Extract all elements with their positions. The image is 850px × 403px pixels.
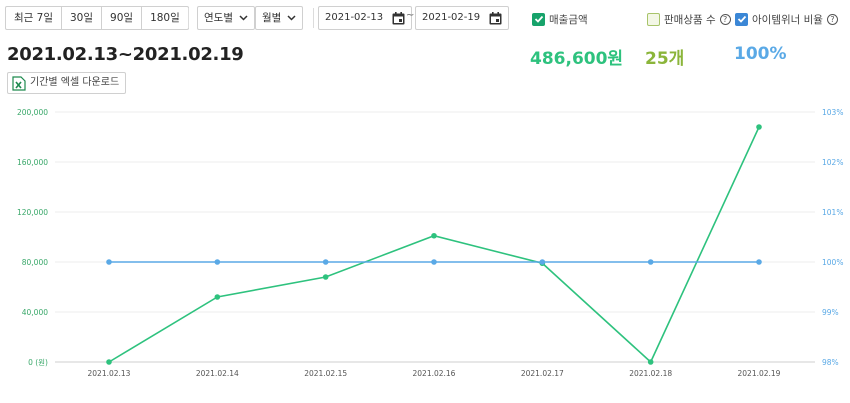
sales-checkbox[interactable]: 매출금액 (532, 11, 588, 27)
right-axis-tick-label: 100% (822, 258, 843, 267)
divider (313, 8, 314, 28)
data-point (322, 274, 329, 280)
end-date-input[interactable]: 2021-02-19 (415, 6, 510, 30)
series-layer (106, 124, 762, 365)
x-axis-tick-label: 2021.02.19 (738, 369, 781, 378)
x-axis-tick-label: 2021.02.13 (88, 369, 131, 378)
x-axis-tick-label: 2021.02.16 (413, 369, 456, 378)
x-axis-ticks: 2021.02.13 2021.02.14 2021.02.15 2021.02.16… (88, 369, 781, 378)
data-point (431, 232, 437, 239)
excel-download-label: 기간별 엑셀 다운로드 (30, 77, 120, 88)
period-button-7d[interactable]: 최근 7일 (6, 7, 62, 29)
x-axis-tick-label: 2021.02.17 (521, 369, 564, 378)
calendar-icon[interactable] (489, 11, 502, 25)
data-point (322, 259, 329, 265)
end-date-value: 2021-02-19 (422, 12, 481, 23)
right-axis-tick-label: 102% (822, 158, 843, 167)
help-icon[interactable]: ? (719, 13, 731, 25)
x-axis-tick-label: 2021.02.18 (629, 369, 672, 378)
data-point (431, 259, 437, 265)
left-axis-tick-label: 120,000 (17, 208, 48, 217)
right-axis-ticks: 98% 99% 100% 101% 102% 103% (822, 108, 843, 367)
ratio-checkbox[interactable]: 아이템위너 비율 ? (735, 11, 838, 27)
data-point (539, 259, 546, 265)
data-point (106, 359, 112, 365)
period-button-90d[interactable]: 90일 (102, 7, 143, 29)
checkbox-checked-icon (532, 12, 545, 26)
period-button-30d[interactable]: 30일 (62, 7, 103, 29)
help-icon[interactable]: ? (826, 13, 838, 25)
items-total: 25개 (645, 49, 685, 69)
left-axis-tick-label: 160,000 (17, 158, 48, 167)
items-checkbox-label: 판매상품 수 (664, 13, 716, 26)
items-checkbox[interactable]: 판매상품 수 ? (647, 11, 731, 27)
right-axis-tick-label: 99% (822, 308, 839, 317)
date-separator: ~ (406, 10, 415, 21)
date-range-title: 2021.02.13~2021.02.19 (7, 44, 244, 65)
month-select[interactable]: 월별 (255, 6, 304, 30)
data-point (214, 259, 221, 265)
divider (188, 8, 189, 28)
data-point (214, 294, 221, 300)
data-point (647, 259, 654, 265)
sales-checkbox-label: 매출금액 (549, 13, 588, 26)
checkbox-unchecked-icon (647, 12, 660, 26)
right-axis-tick-label: 103% (822, 108, 843, 117)
left-axis-tick-label: 80,000 (22, 258, 48, 267)
left-axis-tick-label: 0 (원) (28, 358, 48, 367)
month-select-label: 월별 (262, 12, 282, 24)
start-date-input[interactable]: 2021-02-13 (318, 6, 413, 30)
chevron-down-icon (287, 15, 296, 21)
year-select[interactable]: 연도별 (197, 6, 255, 30)
checkbox-checked-icon (735, 12, 748, 26)
toolbar: 최근 7일 30일 90일 180일 연도별 월별 2021-02-13 ~ 2… (5, 6, 845, 34)
right-axis-tick-label: 98% (822, 358, 839, 367)
left-axis-tick-label: 200,000 (17, 108, 48, 117)
calendar-icon[interactable] (392, 11, 405, 25)
start-date-value: 2021-02-13 (325, 12, 384, 23)
sales-chart: 0 (원) 40,000 80,000 120,000 160,000 200,000 9… (17, 108, 843, 378)
period-button-180d[interactable]: 180일 (150, 12, 180, 24)
period-button-group: 최근 7일 30일 90일 180일 (5, 6, 189, 30)
ratio-checkbox-label: 아이템위너 비율 (752, 13, 823, 26)
year-select-label: 연도별 (204, 12, 233, 24)
data-point (647, 359, 654, 365)
right-axis-tick-label: 101% (822, 208, 843, 217)
left-axis-ticks: 0 (원) 40,000 80,000 120,000 160,000 200,000 (17, 108, 48, 367)
sales-total: 486,600원 (530, 49, 624, 69)
chevron-down-icon (239, 15, 248, 21)
data-point (106, 259, 112, 265)
excel-file-icon (12, 75, 26, 91)
ratio-total: 100% (734, 44, 787, 64)
data-point (756, 259, 762, 265)
x-axis-tick-label: 2021.02.14 (196, 369, 239, 378)
data-point (756, 124, 762, 130)
excel-download-button[interactable]: 기간별 엑셀 다운로드 (7, 72, 127, 94)
left-axis-tick-label: 40,000 (22, 308, 48, 317)
x-axis-tick-label: 2021.02.15 (304, 369, 347, 378)
